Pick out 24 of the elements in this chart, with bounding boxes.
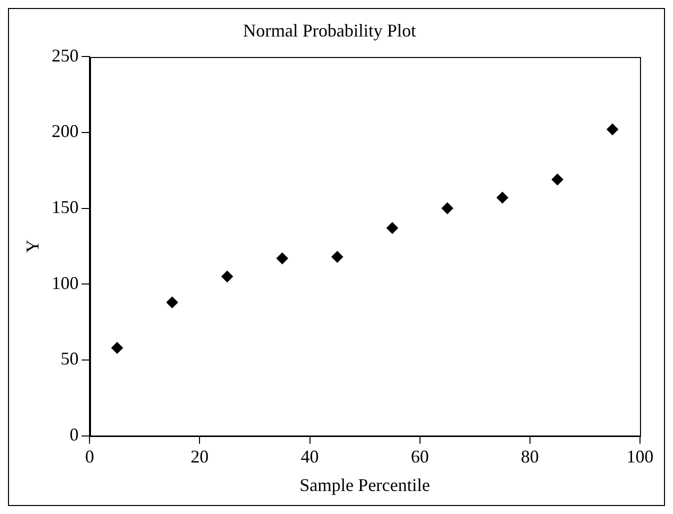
point xyxy=(496,192,508,204)
point xyxy=(606,123,618,136)
y-tick-label: 150 xyxy=(52,197,79,218)
point xyxy=(441,202,454,214)
x-tick-label: 100 xyxy=(626,446,654,466)
point xyxy=(166,296,178,308)
y-axis-title: Y xyxy=(22,240,43,253)
y-tick-label: 100 xyxy=(52,272,79,293)
y-tick-label: 0 xyxy=(70,424,79,445)
point xyxy=(551,173,564,186)
y-tick-label: 50 xyxy=(60,348,79,369)
y-tick-label: 200 xyxy=(52,121,79,142)
point xyxy=(276,252,288,264)
x-tick-label: 80 xyxy=(520,446,539,466)
chart-title: Normal Probability Plot xyxy=(243,20,416,41)
x-tick-label: 40 xyxy=(300,446,319,466)
point xyxy=(221,270,234,283)
point xyxy=(386,222,398,234)
x-tick-label: 20 xyxy=(190,446,209,466)
point xyxy=(111,342,124,354)
x-tick-label: 60 xyxy=(410,446,429,466)
x-tick-label: 0 xyxy=(85,446,94,466)
point xyxy=(331,250,344,263)
y-tick-label: 250 xyxy=(52,45,79,66)
